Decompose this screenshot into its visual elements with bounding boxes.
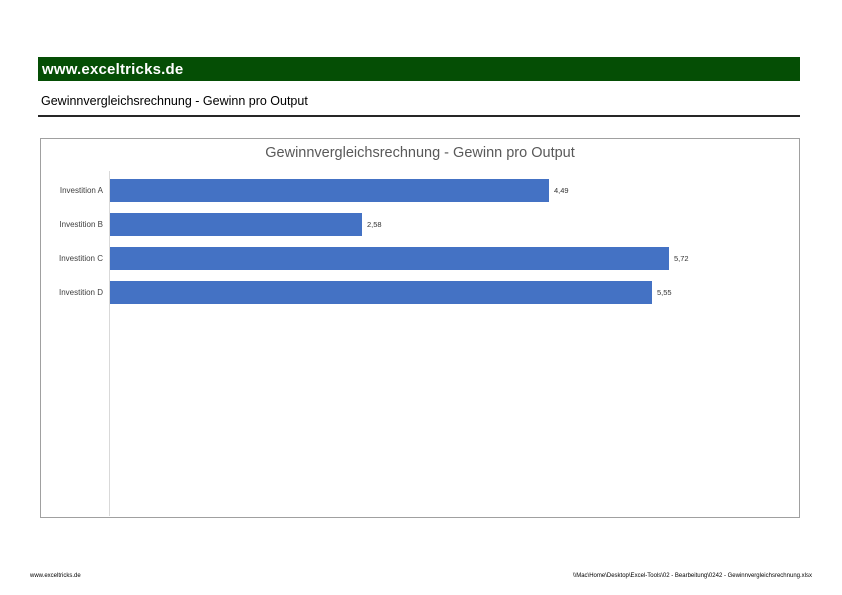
category-axis-line [109,171,110,516]
bar [110,247,669,270]
footer-file-path: \\Mac\Home\Desktop\Excel-Tools\02 - Bear… [572,573,812,579]
brand-header-bar: www.exceltricks.de [38,57,800,81]
bar-value-label: 4,49 [554,186,569,195]
bar-value-label: 2,58 [367,220,382,229]
bar-category-label: Investition C [58,254,103,263]
bar-row: Investition A 4,49 [41,179,799,202]
chart-title: Gewinnvergleichsrechnung - Gewinn pro Ou… [265,145,575,161]
sheet-subtitle-rule: Gewinnvergleichsrechnung - Gewinn pro Ou… [38,92,800,117]
sheet-subtitle: Gewinnvergleichsrechnung - Gewinn pro Ou… [41,94,308,108]
bar-category-label: Investition B [59,220,103,229]
bar-value-label: 5,72 [674,254,689,263]
bar-row: Investition B 2,58 [41,213,799,236]
chart-plot-area: Investition A 4,49 Investition B 2,58 Invest… [41,139,799,517]
brand-header-text: www.exceltricks.de [42,60,184,78]
bar-category-label: Investition D [58,288,103,297]
bar-chart: Gewinnvergleichsrechnung - Gewinn pro Ou… [40,138,800,518]
bar-value-label: 5,55 [657,288,672,297]
footer-brand-text: www.exceltricks.de [30,573,81,579]
bar-category-label: Investition A [59,186,103,195]
bar [110,179,549,202]
bar-row: Investition C 5,72 [41,247,799,270]
bar-row: Investition D 5,55 [41,281,799,304]
bar [110,281,652,304]
bar [110,213,362,236]
